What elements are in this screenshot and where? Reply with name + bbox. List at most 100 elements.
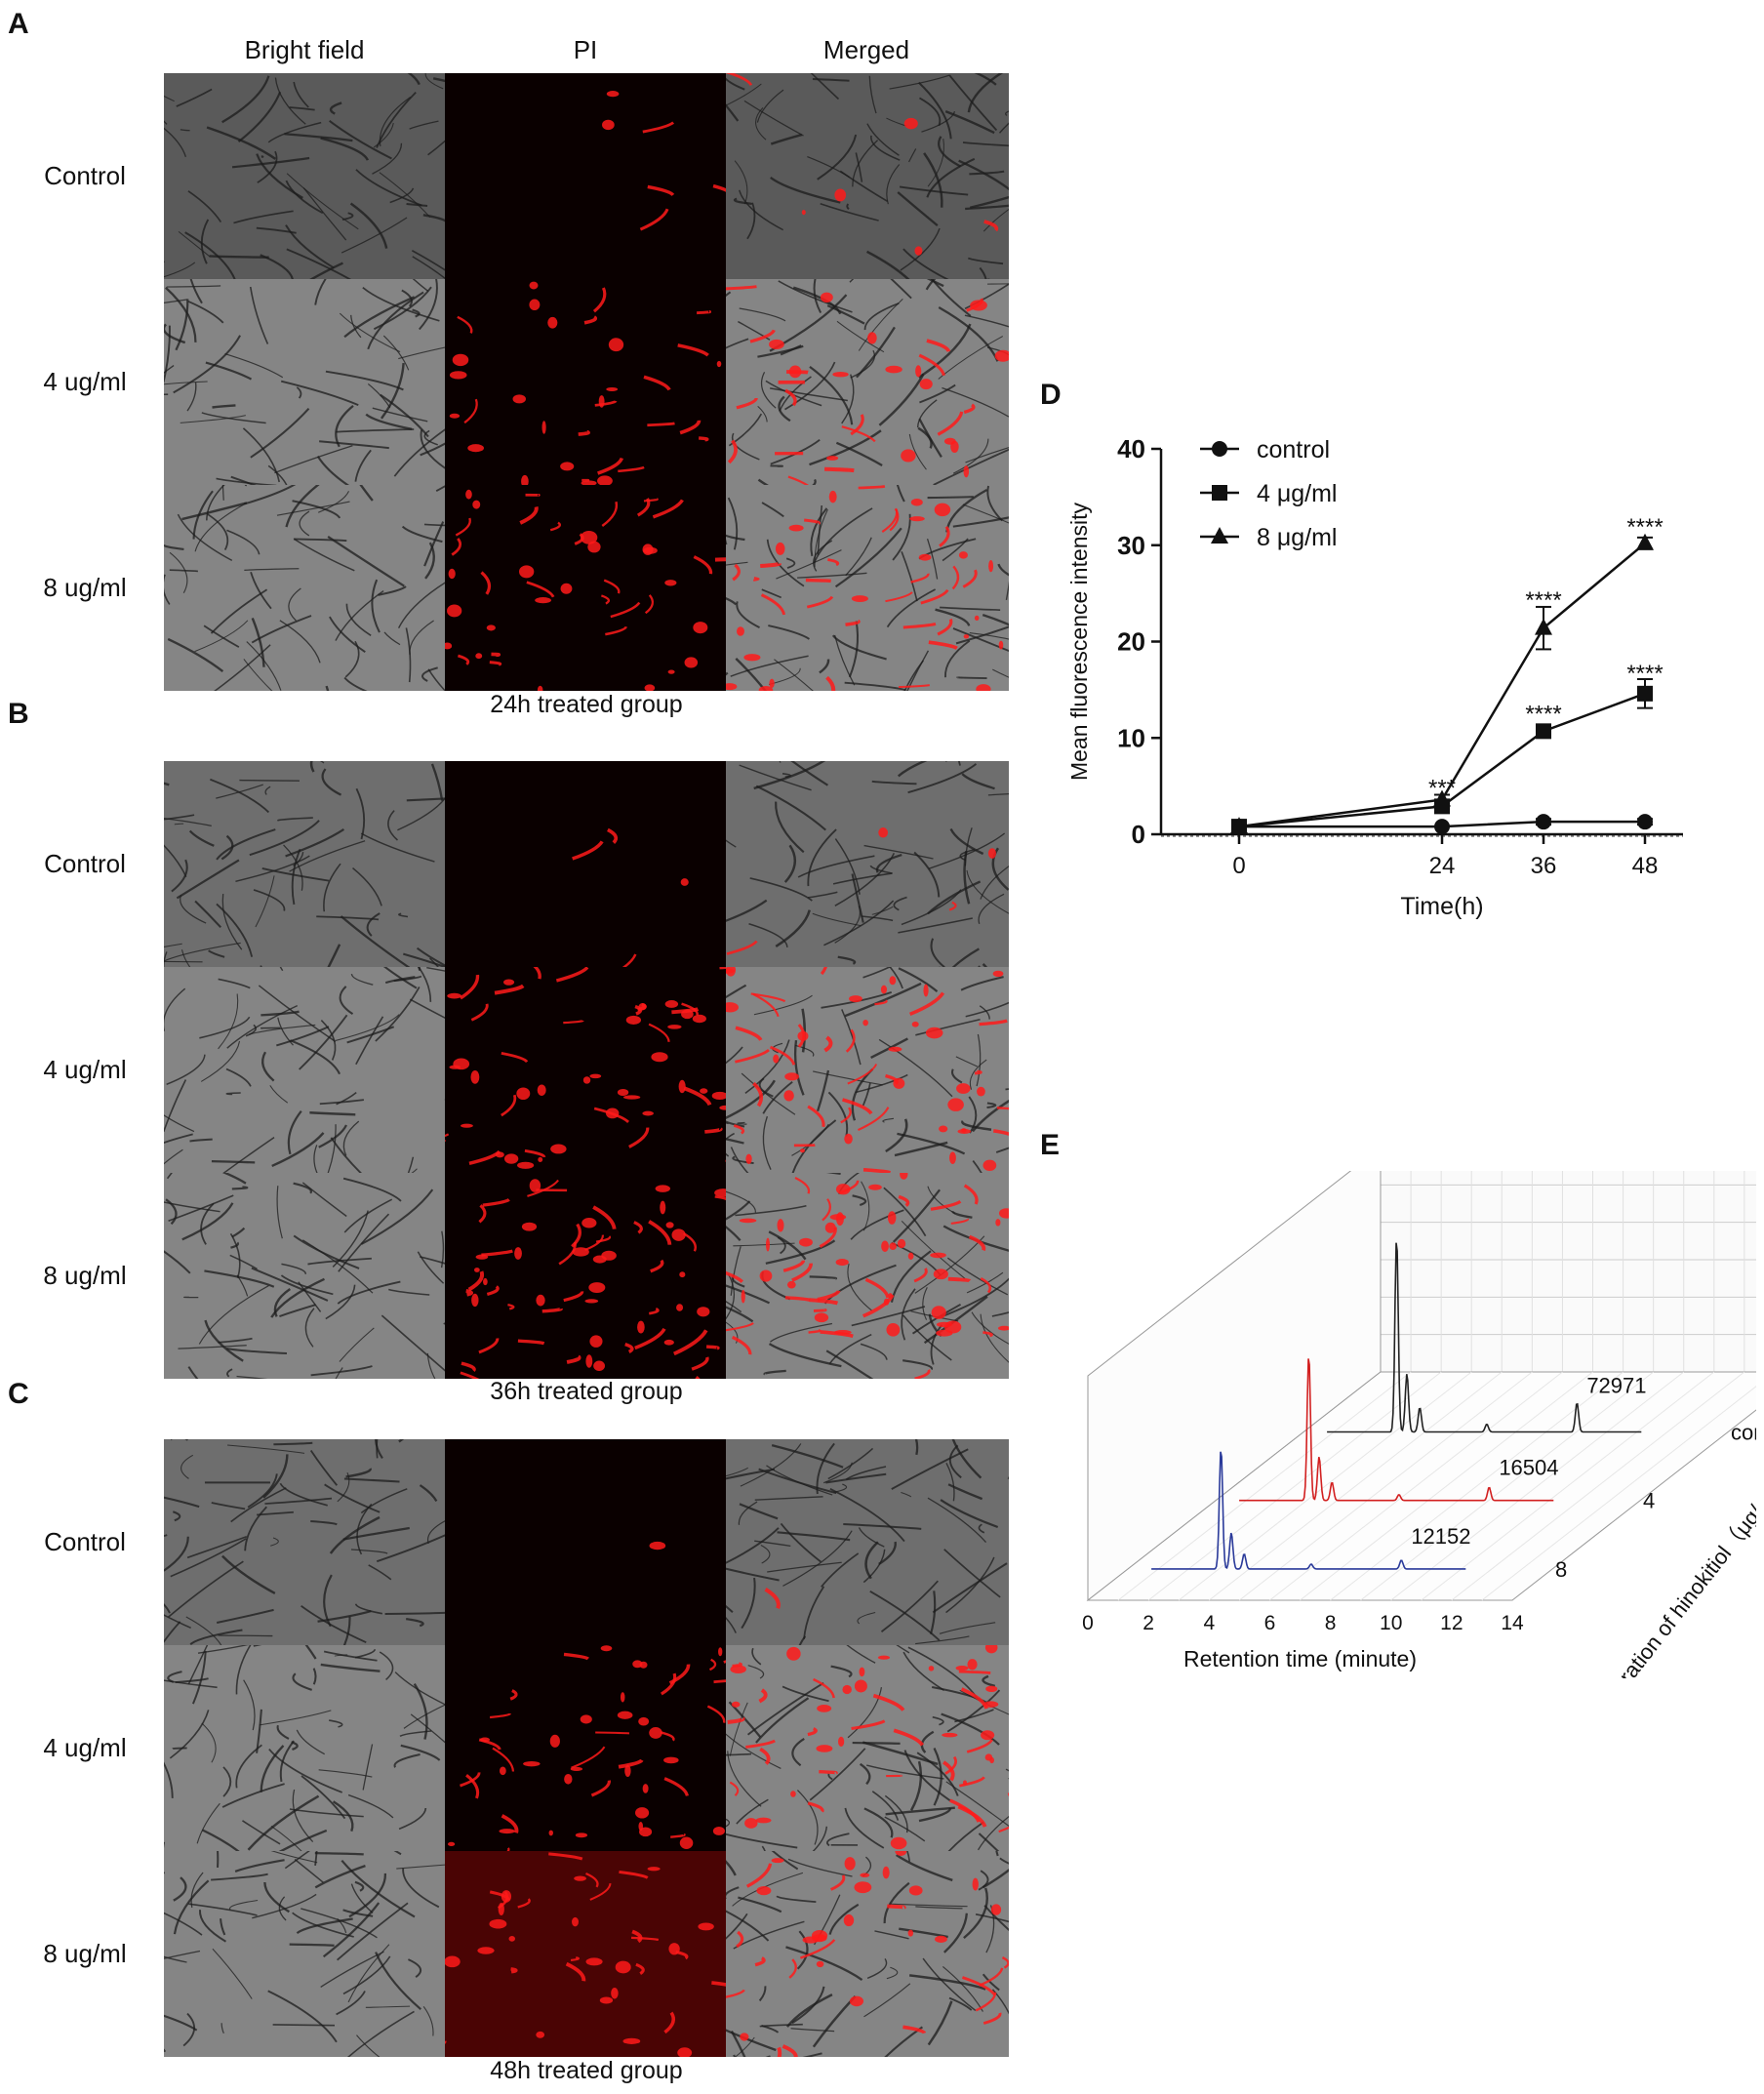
x-tick-label: 6 — [1264, 1612, 1276, 1634]
panel-letter: A — [8, 8, 29, 40]
grid-line — [1269, 1371, 1563, 1601]
back-wall — [1380, 1171, 1756, 1373]
row-label: 4 ug/ml — [43, 1732, 127, 1762]
merged-image — [726, 1851, 1009, 2057]
peak-label: 12152 — [1411, 1524, 1470, 1549]
grid-line — [1481, 1386, 1756, 1601]
bright-field-image — [164, 761, 445, 967]
row-label: 4 ug/ml — [43, 366, 127, 396]
row-label: Control — [44, 160, 126, 190]
data-point — [1637, 814, 1653, 830]
panel-letter: B — [8, 698, 29, 730]
grid-line — [1239, 1371, 1533, 1601]
data-point — [1637, 685, 1653, 702]
row-label: 8 ug/ml — [43, 572, 127, 602]
legend-label: control — [1257, 436, 1330, 463]
y-tick-label: 0 — [1132, 820, 1145, 849]
significance-label: **** — [1525, 702, 1561, 728]
x-tick-label: 12 — [1440, 1612, 1463, 1634]
grid-line — [1208, 1371, 1503, 1601]
series-label: control — [1731, 1421, 1756, 1445]
bright-field-image — [164, 967, 445, 1173]
y-tick-label: 20 — [1117, 627, 1145, 657]
x-tick-label: 4 — [1203, 1612, 1215, 1634]
x-axis-label: Time(h) — [1400, 893, 1483, 920]
x-tick-label: 2 — [1143, 1612, 1154, 1634]
data-point — [1535, 618, 1552, 635]
peak-label: 72971 — [1586, 1374, 1646, 1398]
fluorescence-line-chart: 0 10 20 30 40 0 24 36 48 Time(h) Mean fluorescence… — [1066, 434, 1683, 920]
legend-label: 8 μg/ml — [1257, 524, 1337, 551]
panel-d-letter: D — [1040, 379, 1062, 411]
pi-image — [445, 279, 726, 485]
merged-image — [726, 1645, 1009, 1851]
bright-field-image — [164, 279, 445, 485]
legend-marker — [1211, 527, 1228, 544]
series-label: 4 — [1643, 1489, 1655, 1513]
significance-label: **** — [1626, 661, 1663, 687]
bright-field-image — [164, 73, 445, 279]
series-line — [1238, 542, 1646, 828]
grid-line — [1117, 1371, 1412, 1601]
chromatogram-trace — [1239, 1358, 1554, 1502]
x-tick-label: 8 — [1325, 1612, 1337, 1634]
grid-line — [1330, 1371, 1624, 1601]
x-tick-label: 0 — [1082, 1612, 1094, 1634]
series-line — [1239, 820, 1645, 828]
bright-field-image — [164, 1645, 445, 1851]
merged-image — [726, 1173, 1009, 1379]
pi-image — [445, 485, 726, 691]
data-point — [1433, 789, 1451, 807]
pi-image — [445, 73, 726, 279]
data-point — [1230, 817, 1248, 834]
x-axis-label: Retention time (minute) — [1183, 1646, 1417, 1671]
row-label: 8 ug/ml — [43, 1938, 127, 1968]
legend-label: 4 μg/ml — [1257, 480, 1337, 507]
significance-label: **** — [1525, 587, 1561, 614]
y-tick-label: 40 — [1117, 434, 1145, 463]
x-tick-label: 48 — [1632, 853, 1659, 879]
pi-image — [445, 1645, 726, 1851]
merged-image — [726, 485, 1009, 691]
pi-image — [445, 967, 726, 1173]
merged-image — [726, 73, 1009, 279]
y-tick-label: 10 — [1117, 723, 1145, 752]
x-tick-label: 24 — [1429, 853, 1456, 879]
grid-line — [1390, 1371, 1685, 1601]
grid-line — [1360, 1371, 1654, 1601]
chromatogram-trace — [1327, 1242, 1642, 1433]
x-tick-label: 36 — [1531, 853, 1557, 879]
column-header: Bright field — [244, 35, 365, 64]
legend-marker — [1212, 485, 1227, 501]
x-tick-label: 0 — [1232, 853, 1245, 879]
micrograph-grid — [164, 761, 1009, 1379]
series-line — [1238, 692, 1646, 828]
column-header: PI — [573, 35, 598, 64]
legend-marker — [1212, 441, 1227, 457]
data-point — [1434, 819, 1450, 835]
micrograph-grid — [164, 1439, 1009, 2057]
merged-image — [726, 967, 1009, 1173]
pi-image — [445, 1439, 726, 1645]
row-label: 4 ug/ml — [43, 1054, 127, 1084]
peak-label: 16504 — [1499, 1456, 1558, 1480]
pi-image — [445, 1851, 726, 2057]
panel-caption: 24h treated group — [490, 691, 683, 718]
row-label: Control — [44, 1526, 126, 1556]
panel-e-letter: E — [1040, 1129, 1061, 1161]
bright-field-image — [164, 1851, 445, 2057]
bright-field-image — [164, 1173, 445, 1379]
y-tick-label: 30 — [1117, 531, 1145, 560]
panel-letter: C — [8, 1378, 29, 1410]
series-label: 8 — [1555, 1557, 1567, 1582]
pi-image — [445, 761, 726, 967]
merged-image — [726, 279, 1009, 485]
panel-caption: 36h treated group — [490, 1378, 683, 1405]
floor — [1086, 1371, 1756, 1601]
row-label: Control — [44, 848, 126, 878]
grid-line — [1451, 1371, 1745, 1601]
pi-image — [445, 1173, 726, 1379]
x-tick-label: 14 — [1501, 1612, 1524, 1634]
data-point — [1636, 533, 1654, 550]
